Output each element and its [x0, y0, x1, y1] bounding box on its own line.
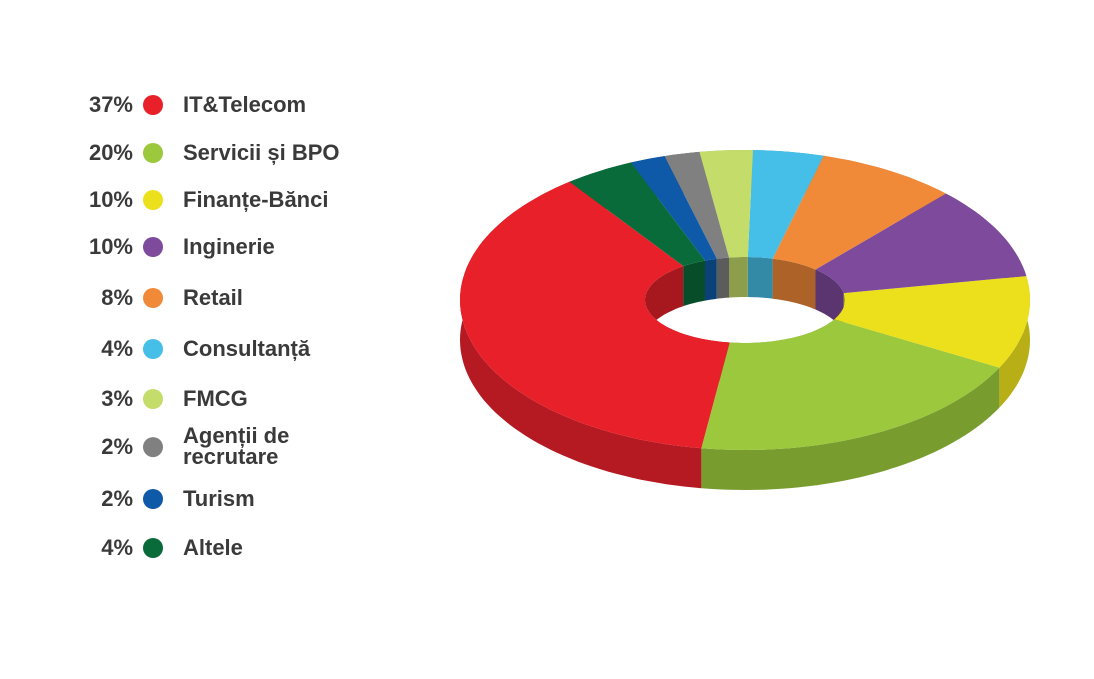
- legend-label: Retail: [183, 284, 243, 310]
- legend-swatch: [143, 237, 163, 257]
- legend-value: 4%: [101, 336, 133, 361]
- slice: [569, 162, 705, 267]
- slice-inner-side: [772, 258, 816, 310]
- legend-value: 2%: [101, 434, 133, 459]
- legend-swatch: [143, 190, 163, 210]
- slice: [747, 150, 824, 259]
- slice: [815, 193, 1027, 294]
- legend-swatch: [143, 489, 163, 509]
- slice: [630, 156, 717, 261]
- legend-swatch: [143, 95, 163, 115]
- legend-swatch: [143, 437, 163, 457]
- legend-label: Consultanță: [183, 335, 311, 361]
- legend-label: Inginerie: [183, 233, 275, 259]
- legend-item: 37% IT&Telecom: [0, 92, 383, 118]
- slice: [699, 150, 753, 258]
- legend-swatch: [143, 538, 163, 558]
- slice-inner-side: [747, 257, 773, 299]
- legend-item: 8% Retail: [0, 285, 383, 311]
- slice: [834, 276, 1030, 368]
- legend-item: 2% Agenții de recrutare: [0, 423, 383, 469]
- legend-item: 20% Servicii și BPO: [0, 140, 383, 166]
- legend-value: 37%: [88, 92, 133, 117]
- slice-outer-side: [460, 181, 702, 489]
- slice-inner-side: [683, 260, 705, 307]
- slice: [460, 181, 730, 449]
- legend-value: 8%: [101, 285, 133, 310]
- slice: [701, 319, 1000, 450]
- legend-swatch: [143, 339, 163, 359]
- legend-item: 4% Altele: [0, 535, 383, 561]
- legend-label: Servicii și BPO: [183, 139, 340, 165]
- slice-inner-side: [729, 257, 748, 298]
- legend-value: 2%: [101, 486, 133, 511]
- legend-label: Agenții de recrutare: [183, 423, 290, 469]
- slice-inner-side: [716, 257, 729, 299]
- legend-swatch: [143, 389, 163, 409]
- legend-label: IT&Telecom: [183, 91, 307, 117]
- slice: [664, 151, 729, 259]
- legend-label: FMCG: [183, 385, 248, 411]
- slice: [772, 155, 946, 270]
- legend-value: 3%: [101, 386, 133, 411]
- legend-item: 4% Consultanță: [0, 336, 383, 362]
- legend-value: 10%: [88, 187, 133, 212]
- legend-label: Turism: [183, 485, 255, 511]
- legend-value: 4%: [101, 535, 133, 560]
- legend-value: 10%: [88, 234, 133, 259]
- legend-label: Finanțe-Bănci: [183, 186, 329, 212]
- legend-item: 3% FMCG: [0, 386, 383, 412]
- legend-swatch: [143, 288, 163, 308]
- legend-swatch: [143, 143, 163, 163]
- legend-item: 2% Turism: [0, 486, 383, 512]
- slice-inner-side: [705, 258, 717, 301]
- legend-item: 10% Inginerie: [0, 234, 383, 260]
- slice-outer-side: [999, 276, 1030, 408]
- legend-value: 20%: [88, 140, 133, 165]
- legend-item: 10% Finanțe-Bănci: [0, 187, 383, 213]
- slice-outer-side: [701, 367, 1000, 490]
- legend-label: Altele: [183, 534, 243, 560]
